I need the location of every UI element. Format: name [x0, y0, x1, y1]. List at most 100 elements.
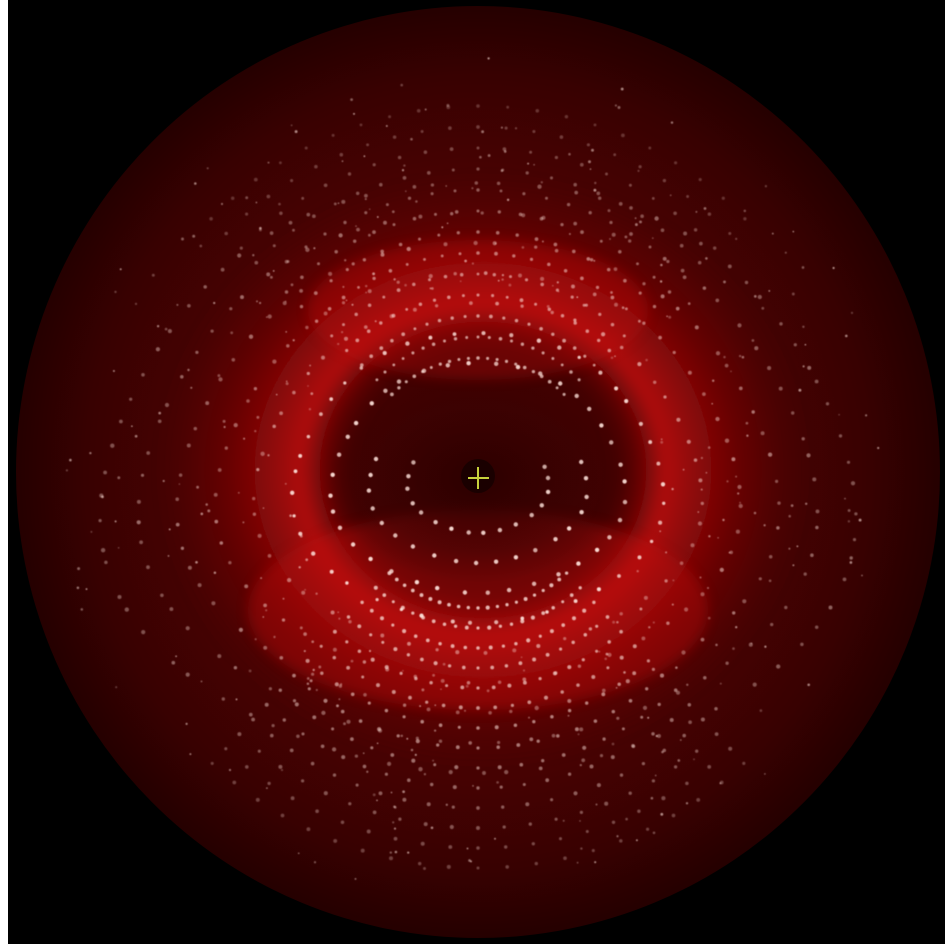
diffraction-spot [455, 710, 460, 715]
diffraction-spot [514, 362, 518, 366]
diffraction-spot [592, 363, 596, 367]
diffraction-spot [515, 233, 519, 237]
diffraction-spot [669, 718, 674, 722]
diffraction-spot [585, 829, 589, 834]
diffraction-spot [372, 230, 376, 234]
diffraction-spot [185, 672, 190, 677]
diffraction-spot [350, 692, 355, 697]
diffraction-spot [802, 365, 805, 368]
diffraction-spot [849, 561, 853, 564]
diffraction-spot [844, 497, 846, 500]
diffraction-spot [579, 510, 584, 515]
diffraction-spot [611, 820, 616, 824]
diffraction-spot [580, 276, 584, 281]
diffraction-spot [638, 421, 643, 426]
diffraction-spot [383, 370, 387, 374]
diffraction-spot [679, 243, 684, 248]
diffraction-spot [790, 411, 795, 415]
diffraction-spot [375, 597, 379, 602]
diffraction-spot [412, 216, 417, 221]
diffraction-spot [196, 485, 200, 489]
diffraction-spot [664, 579, 668, 583]
diffraction-spot [419, 593, 424, 598]
diffraction-spot [200, 512, 204, 516]
diffraction-spot [415, 200, 418, 203]
diffraction-spot [512, 648, 517, 653]
diffraction-spot [480, 211, 484, 215]
diffraction-spot [614, 302, 618, 307]
diffraction-spot [370, 506, 375, 511]
diffraction-spot [377, 727, 382, 732]
diffraction-spot [628, 239, 632, 243]
diffraction-spot [339, 683, 343, 686]
diffraction-spot [686, 683, 689, 686]
diffraction-spot [303, 632, 307, 636]
diffraction-spot [596, 587, 601, 592]
diffraction-spot [265, 609, 268, 612]
diffraction-spot [629, 206, 633, 210]
diffraction-spot [453, 624, 458, 628]
diffraction-spot [532, 593, 537, 597]
diffraction-spot [449, 526, 454, 531]
diffraction-spot [494, 837, 496, 840]
diffraction-spot [594, 547, 600, 553]
diffraction-spot [611, 742, 615, 746]
diffraction-spot [466, 530, 471, 535]
diffraction-spot [572, 346, 577, 350]
diffraction-spot [254, 638, 257, 641]
diffraction-spot [760, 431, 765, 436]
diffraction-spot [607, 348, 612, 353]
diffraction-spot [98, 518, 102, 523]
diffraction-spot [508, 283, 512, 287]
diffraction-spot [730, 370, 732, 373]
diffraction-spot [314, 319, 319, 323]
diffraction-spot [636, 570, 639, 573]
diffraction-spot [331, 727, 335, 731]
diffraction-spot [310, 672, 315, 676]
diffraction-spot [591, 675, 596, 679]
diffraction-spot [583, 354, 587, 358]
diffraction-spot [514, 318, 519, 323]
diffraction-spot [404, 283, 407, 287]
diffraction-spot [587, 406, 592, 412]
diffraction-spot [662, 256, 667, 261]
diffraction-spot [430, 826, 434, 830]
diffraction-spot [707, 446, 711, 449]
diffraction-spot [506, 198, 510, 202]
diffraction-spot [289, 748, 294, 753]
diffraction-spot [210, 761, 214, 765]
diffraction-spot [803, 572, 807, 576]
diffraction-spot [571, 284, 575, 289]
diffraction-spot [744, 280, 749, 285]
diffraction-spot [496, 781, 499, 784]
diffraction-spot [278, 161, 282, 165]
diffraction-spot [387, 761, 392, 766]
diffraction-spot [564, 571, 569, 575]
diffraction-spot [476, 293, 480, 297]
diffraction-spot [529, 512, 534, 518]
diffraction-spot [533, 163, 535, 166]
diffraction-spot [842, 577, 847, 582]
diffraction-spot [648, 245, 652, 249]
diffraction-spot [285, 382, 289, 386]
diffraction-spot [793, 343, 797, 347]
diffraction-spot [346, 719, 351, 724]
diffraction-spot [583, 633, 588, 637]
diffraction-spot [292, 228, 295, 232]
diffraction-spot [489, 314, 493, 319]
diffraction-spot [344, 259, 347, 262]
diffraction-spot [360, 848, 365, 853]
diffraction-spot [431, 342, 436, 346]
diffraction-spot [545, 652, 550, 657]
diffraction-spot [545, 778, 550, 783]
diffraction-spot [402, 790, 405, 794]
diffraction-spot [592, 292, 597, 297]
diffraction-spot [687, 302, 691, 305]
diffraction-spot [407, 851, 410, 854]
diffraction-spot [352, 239, 357, 243]
diffraction-spot [385, 203, 389, 207]
diffraction-spot [77, 567, 81, 571]
diffraction-spot [502, 147, 507, 151]
diffraction-spot [643, 595, 648, 600]
diffraction-spot [376, 742, 379, 745]
